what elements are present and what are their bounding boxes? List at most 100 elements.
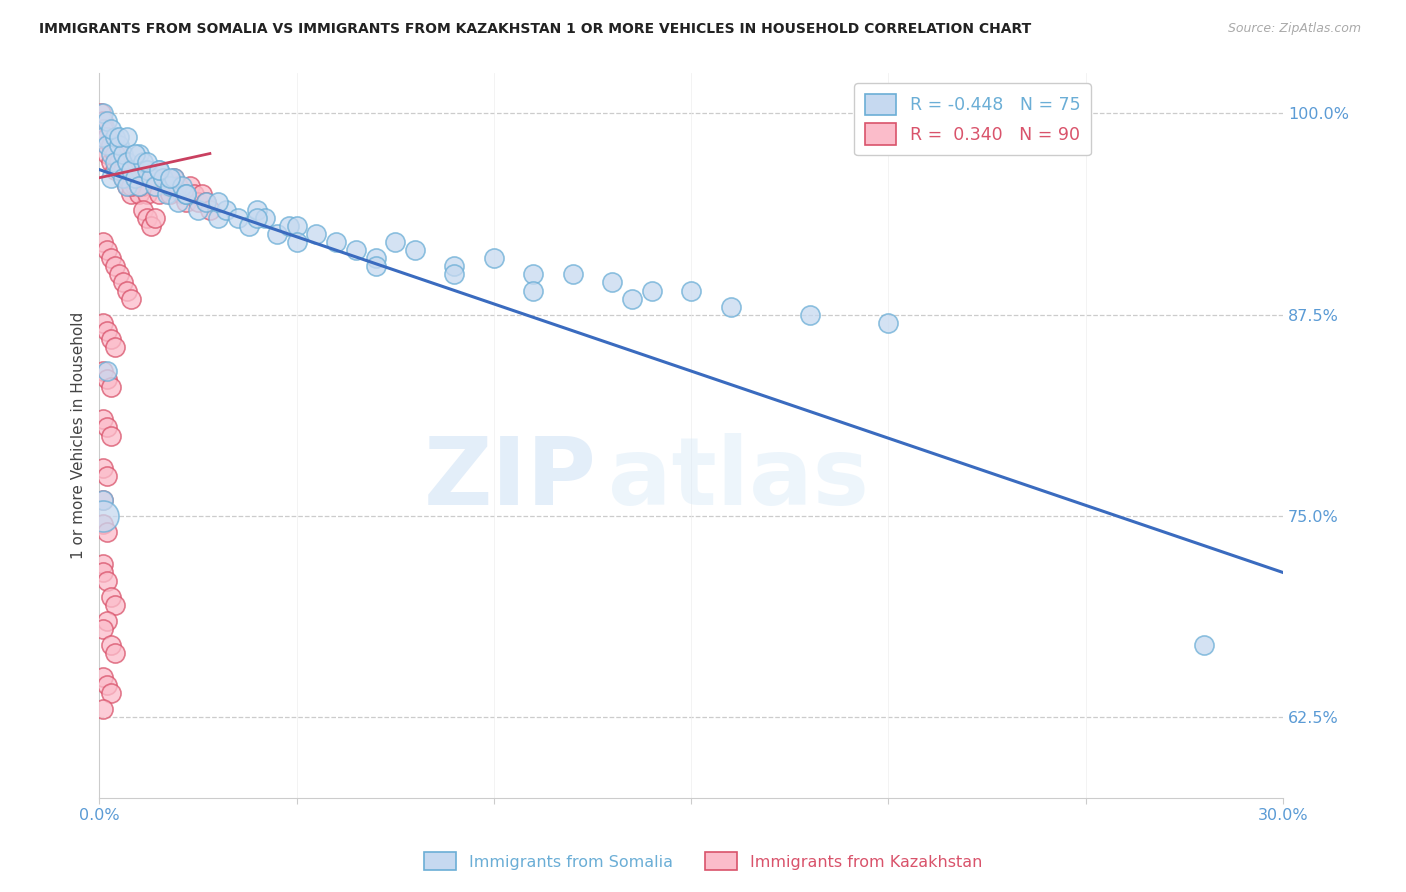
Point xyxy=(104,646,127,660)
Text: IMMIGRANTS FROM SOMALIA VS IMMIGRANTS FROM KAZAKHSTAN 1 OR MORE VEHICLES IN HOUS: IMMIGRANTS FROM SOMALIA VS IMMIGRANTS FR… xyxy=(39,22,1032,37)
Point xyxy=(93,412,115,426)
Point xyxy=(112,154,135,169)
Point xyxy=(285,219,308,233)
Text: atlas: atlas xyxy=(609,433,869,525)
Point xyxy=(96,130,118,145)
Legend: Immigrants from Somalia, Immigrants from Kazakhstan: Immigrants from Somalia, Immigrants from… xyxy=(418,846,988,877)
Point xyxy=(96,138,118,153)
Point xyxy=(172,186,194,201)
Point xyxy=(100,170,122,185)
Point xyxy=(90,106,112,120)
Point xyxy=(277,219,299,233)
Point xyxy=(135,154,157,169)
Point xyxy=(94,122,117,136)
Point xyxy=(96,324,118,338)
Point xyxy=(132,178,155,193)
Point xyxy=(159,178,181,193)
Point xyxy=(96,525,118,540)
Point xyxy=(100,428,122,442)
Point xyxy=(799,308,821,322)
Point xyxy=(100,154,122,169)
Point xyxy=(143,211,166,225)
Point xyxy=(174,186,197,201)
Point xyxy=(344,244,367,258)
Text: Source: ZipAtlas.com: Source: ZipAtlas.com xyxy=(1227,22,1361,36)
Point xyxy=(163,170,186,185)
Point xyxy=(120,292,142,306)
Point xyxy=(115,154,138,169)
Point xyxy=(254,211,277,225)
Point xyxy=(91,509,114,524)
Point xyxy=(93,702,115,716)
Point xyxy=(93,364,115,378)
Point xyxy=(148,162,170,177)
Point xyxy=(364,252,387,266)
Point xyxy=(100,590,122,604)
Point xyxy=(159,170,181,185)
Point xyxy=(246,211,269,225)
Point xyxy=(93,460,115,475)
Point xyxy=(93,130,115,145)
Point xyxy=(120,170,142,185)
Point xyxy=(96,574,118,588)
Point xyxy=(155,186,177,201)
Point xyxy=(135,211,157,225)
Point xyxy=(96,372,118,386)
Point xyxy=(128,170,150,185)
Point xyxy=(104,162,127,177)
Point xyxy=(100,138,122,153)
Point xyxy=(96,678,118,692)
Point xyxy=(148,162,170,177)
Point xyxy=(285,235,308,249)
Point xyxy=(384,235,406,249)
Point xyxy=(443,260,465,274)
Point xyxy=(215,202,238,217)
Point xyxy=(155,178,177,193)
Point xyxy=(100,146,122,161)
Point xyxy=(207,194,229,209)
Point xyxy=(108,138,131,153)
Point xyxy=(167,178,190,193)
Point xyxy=(93,235,115,249)
Point xyxy=(104,130,127,145)
Point xyxy=(641,284,664,298)
Point xyxy=(108,146,131,161)
Point xyxy=(404,244,426,258)
Point xyxy=(100,122,122,136)
Point xyxy=(93,670,115,684)
Point xyxy=(93,493,115,508)
Point xyxy=(93,493,115,508)
Point xyxy=(128,178,150,193)
Point xyxy=(720,300,742,314)
Point xyxy=(115,178,138,193)
Point xyxy=(115,178,138,193)
Point xyxy=(108,154,131,169)
Point xyxy=(104,340,127,354)
Point xyxy=(132,202,155,217)
Point xyxy=(207,211,229,225)
Point xyxy=(187,194,209,209)
Point xyxy=(115,162,138,177)
Point xyxy=(238,219,260,233)
Point xyxy=(112,146,135,161)
Y-axis label: 1 or more Vehicles in Household: 1 or more Vehicles in Household xyxy=(72,312,86,559)
Point xyxy=(246,202,269,217)
Point xyxy=(93,106,115,120)
Point xyxy=(128,178,150,193)
Point xyxy=(108,268,131,282)
Point xyxy=(112,170,135,185)
Point xyxy=(112,276,135,290)
Point xyxy=(96,146,118,161)
Point xyxy=(143,178,166,193)
Point xyxy=(183,186,205,201)
Point xyxy=(104,146,127,161)
Point xyxy=(108,130,131,145)
Point xyxy=(93,622,115,636)
Point xyxy=(132,154,155,169)
Point xyxy=(561,268,583,282)
Point xyxy=(104,260,127,274)
Point xyxy=(128,146,150,161)
Point xyxy=(152,170,174,185)
Point xyxy=(124,162,146,177)
Point xyxy=(143,178,166,193)
